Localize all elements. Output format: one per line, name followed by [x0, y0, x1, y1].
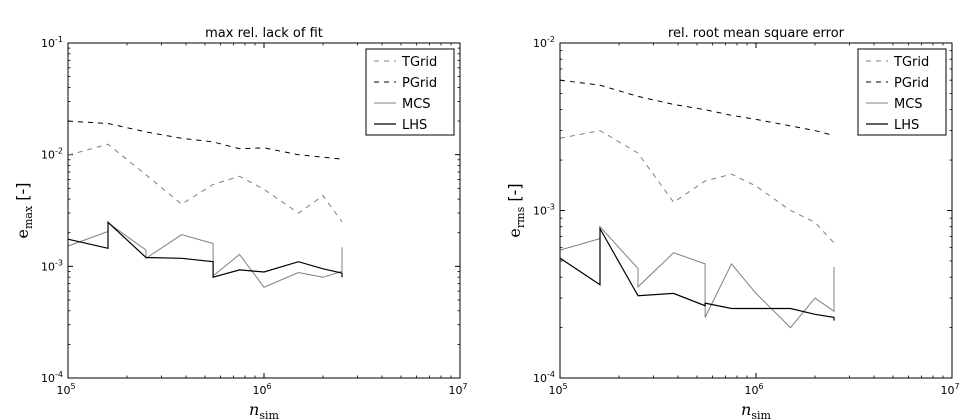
y-tick-label: 10-3	[533, 203, 555, 218]
series-line-mcs	[559, 225, 835, 329]
x-tick-label: 106	[252, 382, 271, 397]
axes-frame	[559, 42, 953, 379]
y-tick-label: 10-2	[533, 35, 555, 50]
series-line-pgrid	[67, 120, 343, 160]
x-axis-label: nsim	[249, 400, 279, 420]
legend: TGrid PGrid MCS LHS	[857, 48, 947, 136]
y-tick-label: 10-4	[533, 370, 555, 385]
x-tick-label: 105	[56, 382, 75, 397]
chart-panel-2: rel. root mean square error 105 106 107 10-4…	[505, 26, 960, 420]
y-axis-label: emax [-]	[13, 182, 35, 238]
x-axis-label: nsim	[741, 400, 771, 420]
legend-label-tgrid: TGrid	[893, 55, 929, 70]
series-line-pgrid	[559, 79, 835, 137]
x-tick-label: 105	[548, 382, 567, 397]
series-line-lhs	[559, 226, 835, 321]
series-line-lhs	[67, 220, 343, 278]
x-tick-label: 107	[448, 382, 467, 397]
axes-frame	[67, 42, 461, 379]
x-tick-label: 106	[744, 382, 763, 397]
chart-title: rel. root mean square error	[668, 26, 845, 41]
y-tick-label: 10-1	[41, 35, 63, 50]
legend-box	[857, 48, 947, 136]
series-line-tgrid	[67, 143, 343, 223]
legend-label-pgrid: PGrid	[894, 76, 929, 91]
x-tick-label: 107	[940, 382, 959, 397]
legend-label-tgrid: TGrid	[401, 55, 437, 70]
legend-label-pgrid: PGrid	[402, 76, 437, 91]
legend-label-mcs: MCS	[894, 97, 923, 112]
y-axis-label: erms [-]	[505, 183, 527, 237]
legend-label-lhs: LHS	[894, 118, 919, 133]
legend-box	[365, 48, 455, 136]
legend-label-mcs: MCS	[402, 97, 431, 112]
series-line-mcs	[67, 221, 343, 288]
legend-label-lhs: LHS	[402, 118, 427, 133]
y-tick-label: 10-2	[41, 147, 63, 162]
chart-panel-1: max rel. lack of fit 105 106 107 10-4 10-3 10-…	[13, 26, 468, 420]
series-line-tgrid	[559, 130, 835, 244]
chart-title: max rel. lack of fit	[205, 26, 323, 41]
legend: TGrid PGrid MCS LHS	[365, 48, 455, 136]
y-tick-label: 10-3	[41, 258, 63, 273]
y-tick-label: 10-4	[41, 370, 63, 385]
